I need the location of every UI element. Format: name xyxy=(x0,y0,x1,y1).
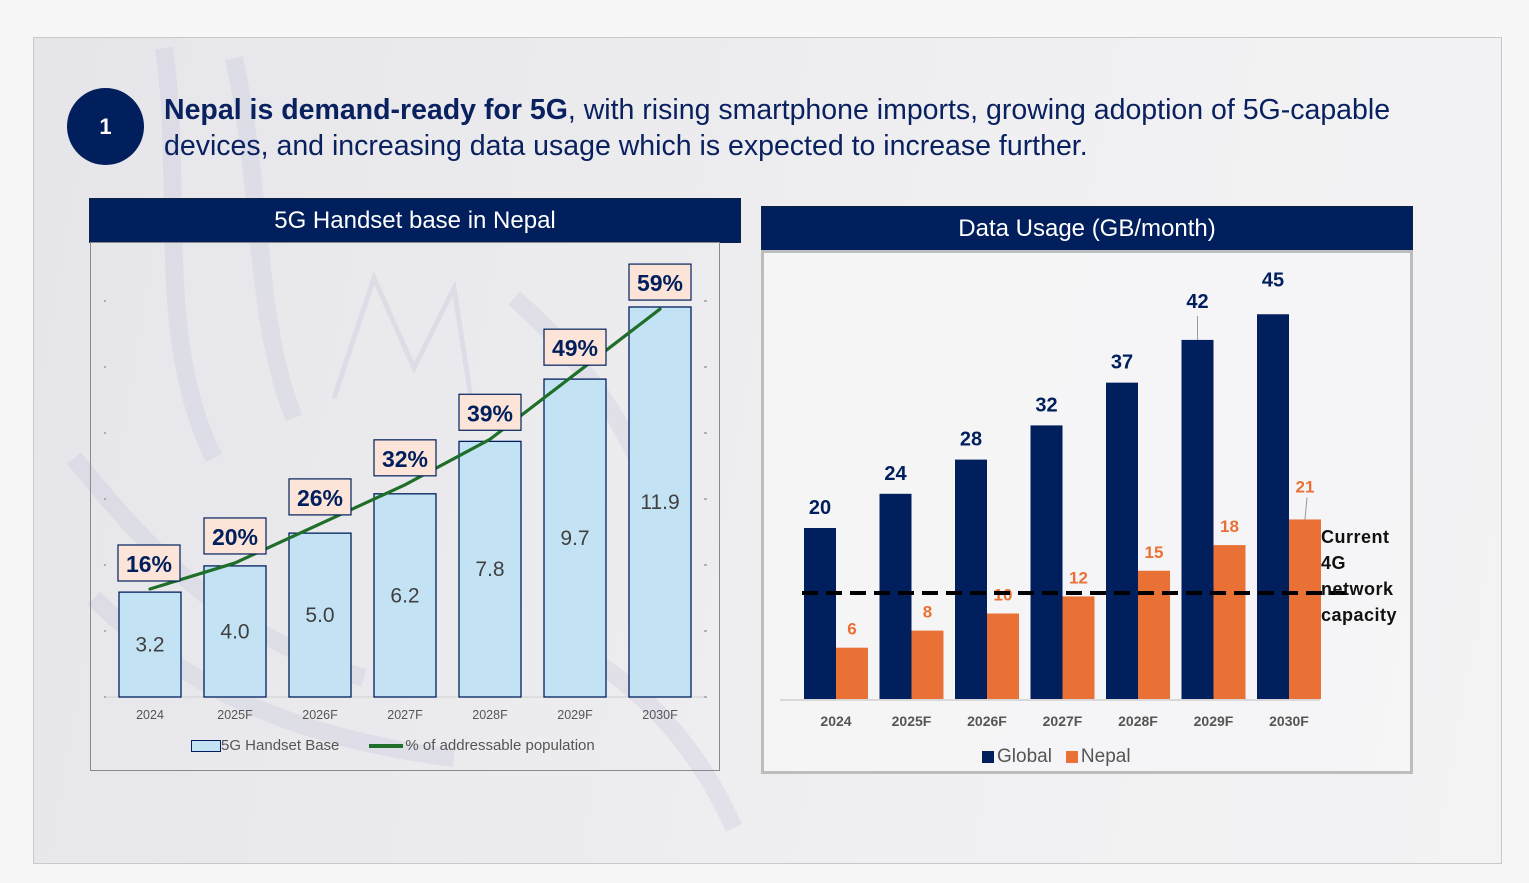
x-tick-label: 2030F xyxy=(642,708,678,722)
x-tick-label: 2025F xyxy=(217,708,253,722)
global-value-label: 45 xyxy=(1262,269,1284,291)
handset-bar-value-label: 7.8 xyxy=(475,558,504,581)
percent-label-box xyxy=(373,439,437,477)
slide-headline: Nepal is demand-ready for 5G, with risin… xyxy=(164,92,1414,164)
percent-label: 49% xyxy=(552,335,598,361)
reference-line-label: Current 4G network capacity xyxy=(1321,524,1397,628)
x-tick-label: 2027F xyxy=(387,708,423,722)
x-tick-label: 2028F xyxy=(472,708,508,722)
global-bar xyxy=(1030,425,1063,699)
nepal-bar xyxy=(1138,570,1170,699)
legend-swatch-nepal xyxy=(1065,751,1078,763)
nepal-value-label: 6 xyxy=(847,620,856,639)
percent-label-box xyxy=(458,393,522,431)
global-bar xyxy=(1257,314,1289,699)
reference-line-label-line: capacity xyxy=(1321,605,1398,625)
handset-bar xyxy=(118,591,182,698)
nepal-value-label: 10 xyxy=(994,586,1013,605)
x-tick-label: 2026F xyxy=(302,708,338,722)
percent-label: 32% xyxy=(382,446,428,472)
handset-bar-value-label: 3.2 xyxy=(135,634,164,657)
global-value-label: 24 xyxy=(884,463,907,485)
x-tick-label: 2024 xyxy=(820,713,851,729)
nepal-value-label: 21 xyxy=(1296,477,1315,496)
handset-bar-value-label: 11.9 xyxy=(640,491,679,514)
handset-chart-legend: 5G Handset Base % of addressable populat… xyxy=(191,737,595,754)
handset-bar xyxy=(543,378,607,698)
percent-label-box xyxy=(543,328,607,366)
nepal-value-label: 8 xyxy=(923,603,932,622)
percent-label: 59% xyxy=(637,270,683,296)
handset-bar-value-label: 9.7 xyxy=(560,527,589,550)
nepal-bar xyxy=(987,613,1019,699)
global-value-label: 37 xyxy=(1111,352,1133,374)
addressable-population-line xyxy=(148,307,662,591)
global-value-label: 20 xyxy=(809,497,831,519)
nepal-bar xyxy=(1213,545,1246,699)
global-value-label: 28 xyxy=(960,429,982,451)
nepal-bar xyxy=(836,647,868,699)
percent-label-box xyxy=(628,263,692,301)
legend-swatch-handset-base xyxy=(191,739,221,752)
x-tick-label: 2028F xyxy=(1118,713,1158,729)
headline-rest: , with rising smartphone imports, growin… xyxy=(164,94,1391,162)
nepal-bar xyxy=(1062,596,1095,699)
handset-bar xyxy=(628,306,692,698)
handset-bar xyxy=(288,532,352,698)
x-tick-label: 2030F xyxy=(1269,713,1309,729)
legend-label-nepal: Nepal xyxy=(1080,746,1131,767)
global-value-label: 42 xyxy=(1186,291,1208,313)
reference-line-label-line: network xyxy=(1321,579,1394,599)
x-tick-label: 2029F xyxy=(557,708,593,722)
nepal-bar xyxy=(911,630,944,699)
data-usage-chart-title: Data Usage (GB/month) xyxy=(761,206,1413,251)
label-leader-line xyxy=(1304,497,1308,520)
x-tick-label: 2025F xyxy=(892,713,932,729)
data-usage-chart-legend: Global Nepal xyxy=(982,746,1131,768)
global-bar xyxy=(1106,382,1138,699)
section-number-badge: 1 xyxy=(67,88,144,165)
handset-bar xyxy=(458,440,522,698)
handset-bar xyxy=(203,565,267,698)
percent-label: 20% xyxy=(212,524,258,550)
emblem-watermark xyxy=(66,46,743,832)
nepal-value-label: 15 xyxy=(1145,543,1164,562)
x-tick-label: 2024 xyxy=(136,708,164,722)
x-tick-label: 2029F xyxy=(1194,713,1234,729)
legend-label-addressable-population: % of addressable population xyxy=(405,737,595,754)
x-tick-label: 2027F xyxy=(1043,713,1083,729)
percent-label-box xyxy=(117,544,181,582)
handset-bar-value-label: 6.2 xyxy=(390,584,419,607)
headline-bold: Nepal is demand-ready for 5G xyxy=(164,94,568,126)
nepal-value-label: 12 xyxy=(1069,568,1088,587)
percent-label: 16% xyxy=(126,551,172,577)
legend-label-global: Global xyxy=(997,746,1052,767)
reference-line-label-line: Current xyxy=(1321,527,1390,547)
handset-bar-value-label: 4.0 xyxy=(220,620,249,643)
percent-label: 39% xyxy=(467,400,513,426)
percent-label-box xyxy=(203,517,267,555)
global-bar xyxy=(804,528,836,699)
global-bar xyxy=(1181,339,1214,699)
percent-label: 26% xyxy=(297,485,343,511)
global-bar xyxy=(955,459,987,699)
nepal-bar xyxy=(1289,519,1321,699)
legend-label-handset-base: 5G Handset Base xyxy=(221,737,340,754)
legend-swatch-global xyxy=(982,751,994,763)
legend-swatch-addressable-population xyxy=(369,743,404,748)
global-value-label: 32 xyxy=(1035,394,1057,416)
handset-chart-panel xyxy=(90,242,720,771)
global-bar xyxy=(879,493,912,699)
handset-bar-value-label: 5.0 xyxy=(305,604,334,627)
reference-line-label-line: 4G xyxy=(1321,553,1347,573)
percent-label-box xyxy=(288,478,352,516)
handset-bar xyxy=(373,493,437,698)
x-tick-label: 2026F xyxy=(967,713,1007,729)
nepal-value-label: 18 xyxy=(1220,517,1239,536)
